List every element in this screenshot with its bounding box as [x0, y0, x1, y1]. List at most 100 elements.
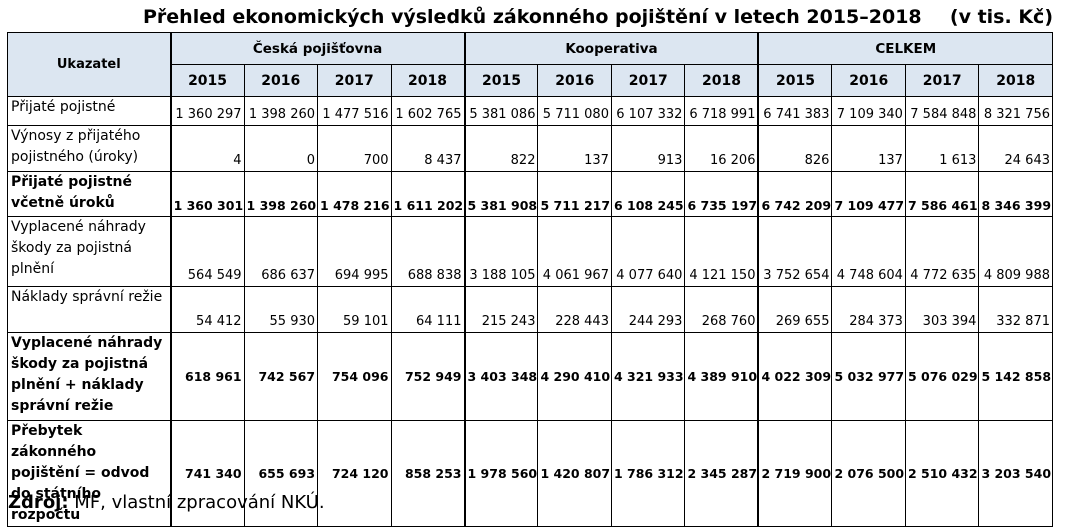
- value-cell: 5 381 908: [463, 171, 539, 217]
- year-header: 2017: [904, 64, 980, 97]
- value-cell: 4: [169, 125, 245, 172]
- year-header: 2018: [390, 64, 466, 97]
- year-header: 2016: [831, 64, 906, 97]
- value-cell: 1 398 260: [243, 171, 319, 217]
- value-cell: 826: [757, 125, 833, 172]
- value-cell: 1 478 216: [317, 171, 392, 217]
- value-cell: 6 718 991: [684, 96, 759, 126]
- value-cell: 1 613: [904, 125, 980, 172]
- value-cell: 4 389 910: [684, 332, 759, 421]
- value-cell: 1 420 807: [537, 420, 612, 527]
- value-cell: 4 321 933: [610, 332, 686, 421]
- table-row: Výnosy z přijatého pojistného (úroky) 4 0 7…: [6, 125, 1053, 172]
- value-cell: 5 381 086: [463, 96, 539, 126]
- value-cell: 137: [831, 125, 906, 172]
- value-cell: 4 077 640: [610, 216, 686, 287]
- value-cell: 5 711 217: [537, 171, 612, 217]
- value-cell: 8 346 399: [978, 171, 1053, 217]
- year-header: 2018: [978, 64, 1053, 97]
- table-row: Náklady správní režie 54 412 55 930 59 101 6…: [6, 286, 1053, 333]
- row-label: Náklady správní režie: [6, 286, 172, 333]
- value-cell: 564 549: [169, 216, 245, 287]
- group-header-kooperativa: Kooperativa: [463, 32, 759, 65]
- year-header: 2016: [537, 64, 612, 97]
- table-row: Vyplacené náhrady škody za pojistná plně…: [6, 216, 1053, 287]
- value-cell: 3 752 654: [757, 216, 833, 287]
- value-cell: 54 412: [169, 286, 245, 333]
- page-title: Přehled ekonomických výsledků zákonného …: [143, 6, 922, 28]
- source-label: Zdroj:: [8, 492, 69, 513]
- value-cell: 686 637: [243, 216, 319, 287]
- value-cell: 1 477 516: [317, 96, 392, 126]
- value-cell: 6 108 245: [610, 171, 686, 217]
- table-row: Vyplacené náhrady škody za pojistná plně…: [6, 332, 1053, 421]
- value-cell: 5 142 858: [978, 332, 1053, 421]
- value-cell: 1 398 260: [243, 96, 319, 126]
- value-cell: 2 076 500: [831, 420, 906, 527]
- results-table: Ukazatel Česká pojišťovna Kooperativa CE…: [6, 32, 1054, 527]
- row-label: Výnosy z přijatého pojistného (úroky): [6, 125, 172, 172]
- value-cell: 3 203 540: [978, 420, 1053, 527]
- year-header: 2015: [757, 64, 833, 97]
- row-label: Přebytek zákonného pojištění = odvod do …: [6, 420, 172, 527]
- value-cell: 4 022 309: [757, 332, 833, 421]
- source-text: MF, vlastní zpracování NKÚ.: [68, 492, 325, 513]
- value-cell: 913: [610, 125, 686, 172]
- row-label: Vyplacené náhrady škody za pojistná plně…: [6, 332, 172, 421]
- year-header: 2017: [610, 64, 686, 97]
- unit-label: (v tis. Kč): [949, 6, 1053, 28]
- value-cell: 2 345 287: [684, 420, 759, 527]
- year-header: 2015: [463, 64, 539, 97]
- value-cell: 1 360 301: [169, 171, 245, 217]
- value-cell: 137: [537, 125, 612, 172]
- value-cell: 1 978 560: [463, 420, 539, 527]
- year-header: 2015: [169, 64, 245, 97]
- value-cell: 228 443: [537, 286, 612, 333]
- value-cell: 4 748 604: [831, 216, 906, 287]
- value-cell: 742 567: [243, 332, 319, 421]
- group-header-ceska-pojistovna: Česká pojišťovna: [169, 32, 465, 65]
- value-cell: 618 961: [169, 332, 245, 421]
- value-cell: 55 930: [243, 286, 319, 333]
- table-body: Přijaté pojistné 1 360 297 1 398 260 1 477 …: [6, 96, 1053, 527]
- value-cell: 8 321 756: [978, 96, 1053, 126]
- value-cell: 0: [243, 125, 319, 172]
- row-label: Vyplacené náhrady škody za pojistná plně…: [6, 216, 172, 287]
- value-cell: 1 786 312: [610, 420, 686, 527]
- value-cell: 269 655: [757, 286, 833, 333]
- value-cell: 244 293: [610, 286, 686, 333]
- value-cell: 858 253: [390, 420, 466, 527]
- value-cell: 6 741 383: [757, 96, 833, 126]
- value-cell: 6 742 209: [757, 171, 833, 217]
- value-cell: 688 838: [390, 216, 466, 287]
- value-cell: 64 111: [390, 286, 466, 333]
- value-cell: 1 611 202: [390, 171, 466, 217]
- group-header-celkem: CELKEM: [757, 32, 1054, 65]
- value-cell: 694 995: [317, 216, 392, 287]
- table-row: Přebytek zákonného pojištění = odvod do …: [6, 420, 1053, 527]
- value-cell: 7 109 477: [831, 171, 906, 217]
- column-header-indicator: Ukazatel: [6, 32, 172, 97]
- value-cell: 2 719 900: [757, 420, 833, 527]
- value-cell: 7 584 848: [904, 96, 980, 126]
- value-cell: 752 949: [390, 332, 466, 421]
- value-cell: 655 693: [243, 420, 319, 527]
- value-cell: 3 188 105: [463, 216, 539, 287]
- value-cell: 5 711 080: [537, 96, 612, 126]
- year-header: 2018: [684, 64, 759, 97]
- table-row: Přijaté pojistné včetně úroků 1 360 301 1 …: [6, 171, 1053, 217]
- source-note: Zdroj: MF, vlastní zpracování NKÚ.: [8, 492, 325, 513]
- value-cell: 2 510 432: [904, 420, 980, 527]
- row-label: Přijaté pojistné včetně úroků: [6, 171, 172, 217]
- value-cell: 5 076 029: [904, 332, 980, 421]
- table-row: Přijaté pojistné 1 360 297 1 398 260 1 477 …: [6, 96, 1053, 126]
- value-cell: 284 373: [831, 286, 906, 333]
- value-cell: 4 809 988: [978, 216, 1053, 287]
- value-cell: 332 871: [978, 286, 1053, 333]
- value-cell: 8 437: [390, 125, 466, 172]
- value-cell: 822: [463, 125, 539, 172]
- value-cell: 7 586 461: [904, 171, 980, 217]
- value-cell: 4 121 150: [684, 216, 759, 287]
- value-cell: 754 096: [317, 332, 392, 421]
- value-cell: 215 243: [463, 286, 539, 333]
